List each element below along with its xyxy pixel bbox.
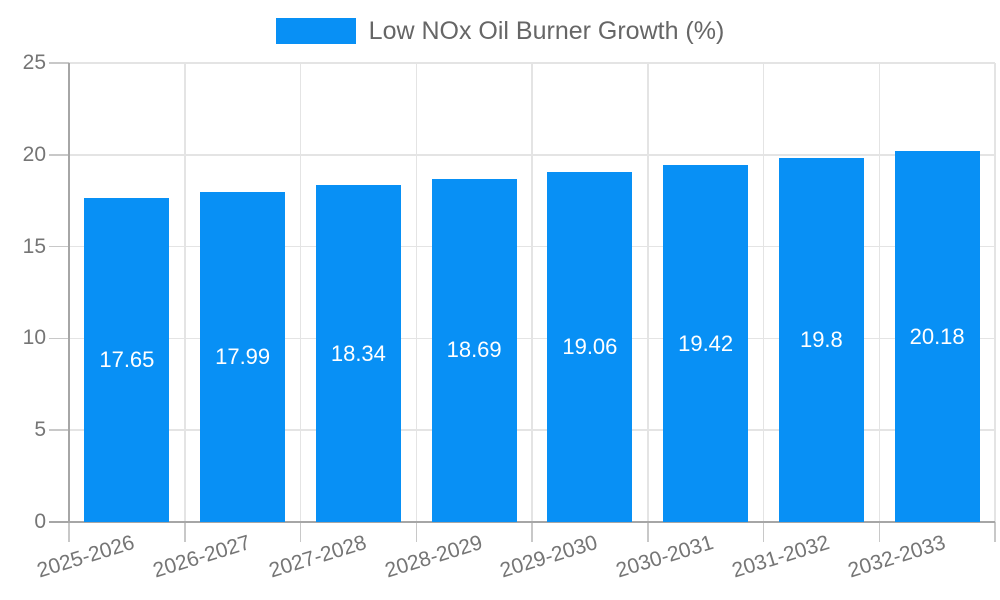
x-tick-mark xyxy=(415,522,417,542)
legend[interactable]: Low NOx Oil Burner Growth (%) xyxy=(0,17,1000,45)
bar[interactable] xyxy=(315,185,401,522)
bar-value-label: 17.99 xyxy=(215,343,271,369)
bar[interactable] xyxy=(431,178,517,522)
v-gridline xyxy=(994,63,996,522)
x-tick-label: 2032-2033 xyxy=(845,531,948,583)
v-gridline xyxy=(415,63,417,522)
x-tick-label: 2031-2032 xyxy=(729,531,833,583)
y-tick-label: 5 xyxy=(34,418,46,442)
y-tick-label: 20 xyxy=(22,142,46,166)
v-gridline xyxy=(878,63,880,522)
v-gridline xyxy=(762,63,765,522)
x-tick-mark xyxy=(68,522,70,542)
x-tick-mark xyxy=(762,522,765,542)
x-tick-label: 2030-2031 xyxy=(613,531,717,583)
y-tick-mark xyxy=(49,337,69,340)
bar[interactable] xyxy=(547,172,633,522)
bar[interactable] xyxy=(84,197,170,522)
x-tick-mark xyxy=(531,522,533,542)
y-tick-label: 0 xyxy=(34,510,46,533)
bar[interactable] xyxy=(778,158,864,522)
legend-swatch[interactable] xyxy=(275,18,356,44)
bar-value-label: 17.65 xyxy=(99,346,155,372)
bar-value-label: 18.69 xyxy=(446,337,502,363)
y-tick-label: 10 xyxy=(22,326,46,350)
bar[interactable] xyxy=(200,191,286,522)
x-tick-label: 2025-2026 xyxy=(34,531,138,583)
bar-value-label: 20.18 xyxy=(909,323,965,349)
y-tick-mark xyxy=(49,62,69,64)
bar-value-label: 19.8 xyxy=(799,327,843,353)
v-gridline xyxy=(531,63,533,522)
bar[interactable] xyxy=(663,165,749,522)
y-tick-label: 15 xyxy=(22,234,46,258)
y-tick-label: 25 xyxy=(22,51,46,74)
x-tick-mark xyxy=(299,522,302,542)
bar-value-label: 19.06 xyxy=(562,334,618,360)
y-tick-mark xyxy=(49,245,69,248)
bar-value-label: 18.34 xyxy=(330,340,386,366)
y-tick-mark xyxy=(49,154,69,156)
legend-label[interactable]: Low NOx Oil Burner Growth (%) xyxy=(368,17,725,45)
x-tick-mark xyxy=(647,522,649,542)
x-tick-mark xyxy=(994,522,996,542)
y-tick-mark xyxy=(49,429,69,431)
x-axis-line xyxy=(49,521,995,523)
x-tick-label: 2028-2029 xyxy=(382,531,485,583)
v-gridline xyxy=(184,63,186,522)
x-tick-label: 2026-2027 xyxy=(150,531,254,583)
x-tick-mark xyxy=(878,522,880,542)
bar[interactable] xyxy=(894,151,980,522)
v-gridline xyxy=(299,63,302,522)
bar-value-label: 19.42 xyxy=(678,330,734,356)
v-gridline xyxy=(647,63,649,522)
x-tick-label: 2029-2030 xyxy=(497,531,601,583)
y-axis-line xyxy=(68,63,70,522)
x-tick-mark xyxy=(184,522,186,542)
x-tick-label: 2027-2028 xyxy=(266,531,370,583)
